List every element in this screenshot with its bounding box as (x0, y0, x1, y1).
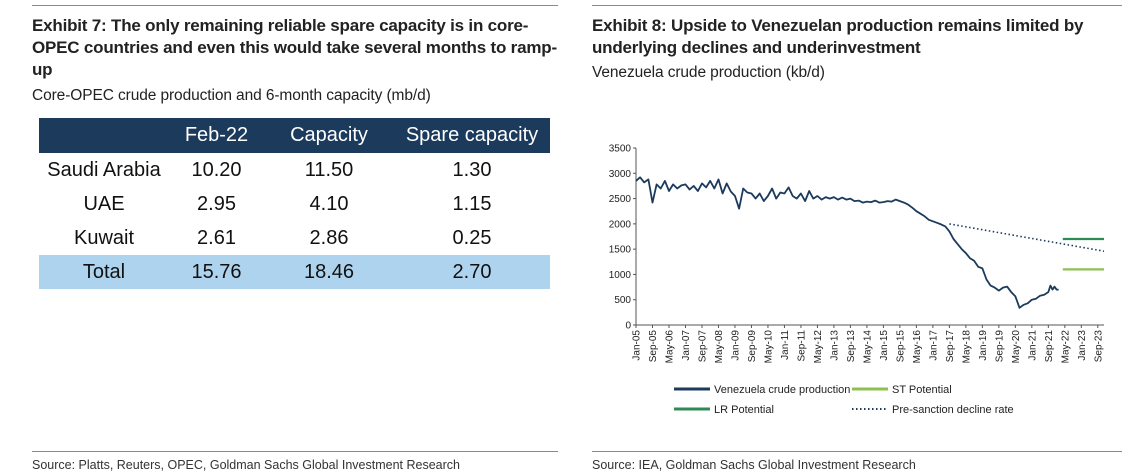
table-cell: 2.86 (309, 226, 349, 249)
table-total-row: Total 15.76 18.46 2.70 (39, 255, 550, 289)
table-cell: 18.46 (264, 255, 394, 289)
x-tick-label: Sep-11 (796, 330, 807, 362)
x-tick-label: Jan-13 (829, 330, 840, 361)
top-rule (592, 5, 1122, 6)
legend-label: LR Potential (714, 404, 774, 416)
table-cell: 1.15 (452, 192, 492, 215)
x-tick-label: Sep-13 (846, 330, 857, 363)
legend-label: Venezuela crude production (714, 384, 850, 396)
x-tick-label: Jan-07 (681, 330, 692, 361)
x-tick-label: May-18 (961, 330, 972, 364)
table-header-cell (39, 118, 169, 153)
y-tick-label: 2000 (609, 219, 632, 230)
table-cell: Total (39, 255, 169, 289)
y-tick-label: 500 (614, 295, 631, 306)
table-cell: 2.95 (197, 192, 236, 215)
x-tick-label: May-16 (912, 330, 923, 364)
x-tick-label: Jan-15 (879, 330, 890, 361)
table-header-cell: Capacity (264, 118, 394, 153)
x-tick-label: May-20 (1011, 330, 1022, 364)
exhibit-8-title: Exhibit 8: Upside to Venezuelan producti… (592, 16, 1084, 57)
legend-label: Pre-sanction decline rate (892, 404, 1014, 416)
table-cell: 11.50 (304, 158, 354, 181)
x-tick-label: Sep-19 (994, 330, 1005, 363)
table-row: Saudi Arabia 10.20 11.50 1.30 (39, 153, 550, 187)
exhibit-7-subtitle: Core-OPEC crude production and 6-month c… (32, 87, 431, 104)
x-tick-label: Jan-09 (730, 330, 741, 361)
table-header-row: Feb-22 Capacity Spare capacity (39, 118, 550, 153)
y-tick-label: 3500 (609, 144, 632, 155)
table-cell: Saudi Arabia (47, 158, 161, 181)
x-tick-label: Sep-21 (1044, 330, 1055, 363)
venezuela-production-chart: 0 500 1000 1500 2000 2500 3000 3500 Jan-05 Sep-05… (609, 144, 1105, 417)
spare-capacity-table: Feb-22 Capacity Spare capacity Saudi Ara… (39, 118, 550, 289)
x-tick-label: Sep-23 (1093, 330, 1104, 363)
x-tick-label: May-22 (1060, 330, 1071, 364)
left-panel: Exhibit 7: The only remaining reliable s… (32, 0, 558, 476)
right-panel: Exhibit 8: Upside to Venezuelan producti… (592, 0, 1122, 476)
table-row: UAE 2.95 4.10 1.15 (39, 187, 550, 221)
table-cell: 15.76 (169, 255, 264, 289)
bottom-rule (592, 451, 1122, 452)
exhibit-8-subtitle: Venezuela crude production (kb/d) (592, 64, 825, 81)
exhibit-7-source: Source: Platts, Reuters, OPEC, Goldman S… (32, 458, 460, 472)
y-tick-label: 2500 (609, 194, 632, 205)
x-tick-label: May-12 (813, 330, 824, 364)
table-header-cell: Spare capacity (394, 118, 550, 153)
x-tick-label: Jan-21 (1027, 330, 1038, 361)
table-cell: 1.30 (452, 158, 492, 181)
table-cell: UAE (83, 192, 125, 215)
table-row: Kuwait 2.61 2.86 0.25 (39, 221, 550, 255)
x-tick-label: Jan-19 (978, 330, 989, 361)
x-tick-label: May-10 (763, 330, 774, 364)
x-tick-label: Jan-17 (928, 330, 939, 361)
x-tick-label: Jan-11 (780, 330, 791, 360)
x-tick-label: Sep-05 (648, 330, 659, 363)
x-tick-label: May-14 (862, 330, 873, 364)
x-tick-label: Jan-23 (1077, 330, 1088, 361)
table-cell: 2.70 (394, 255, 550, 289)
x-tick-label: Sep-17 (945, 330, 956, 363)
table-header-cell: Feb-22 (169, 118, 264, 153)
top-rule (32, 5, 558, 6)
y-tick-label: 0 (625, 321, 631, 332)
table-cell: 4.10 (309, 192, 349, 215)
y-tick-label: 1000 (609, 270, 632, 281)
table-cell: 0.25 (452, 226, 492, 249)
x-tick-label: May-08 (714, 330, 725, 364)
series-line (949, 223, 1105, 252)
legend-label: ST Potential (892, 384, 952, 396)
x-tick-label: Jan-05 (632, 330, 643, 361)
series-line (635, 176, 1059, 309)
exhibit-7-title: Exhibit 7: The only remaining reliable s… (32, 16, 557, 79)
table-cell: Kuwait (73, 226, 135, 249)
bottom-rule (32, 451, 558, 452)
x-tick-label: Sep-09 (747, 330, 758, 363)
table-cell: 10.20 (191, 158, 242, 181)
x-tick-label: Sep-15 (895, 330, 906, 363)
x-tick-label: May-06 (664, 330, 675, 364)
x-tick-label: Sep-07 (697, 330, 708, 363)
table-cell: 2.61 (197, 226, 236, 249)
exhibit-8-source: Source: IEA, Goldman Sachs Global Invest… (592, 458, 916, 472)
y-tick-label: 3000 (609, 169, 632, 180)
y-tick-label: 1500 (609, 245, 632, 256)
